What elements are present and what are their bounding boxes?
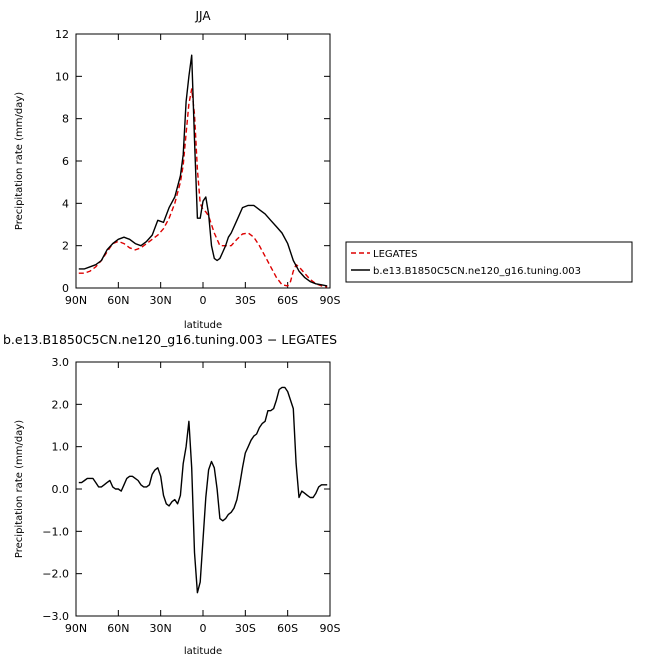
y-axis: 0 2 4 6 8 10 12 [55, 28, 330, 295]
y-tick-label: 8 [62, 113, 69, 126]
difference-chart: b.e13.B1850C5CN.ne120_g16.tuning.003 − L… [3, 332, 341, 657]
series-line-legates [78, 88, 328, 288]
y-tick-label: −1.0 [42, 525, 69, 538]
x-tick-label: 30S [235, 622, 256, 635]
y-tick-label: −2.0 [42, 568, 69, 581]
plot-frame [75, 361, 331, 617]
x-tick-label: 60S [277, 622, 298, 635]
series-layer [78, 386, 328, 594]
series-layer [78, 54, 328, 288]
plot-frame [75, 33, 331, 289]
x-tick-label: 90N [65, 294, 87, 307]
y-tick-label: 0 [62, 282, 69, 295]
x-tick-label: 60N [107, 622, 129, 635]
y-tick-label: 2 [62, 240, 69, 253]
x-axis: 90N 60N 30N 0 30S 60S 90S [65, 362, 341, 635]
y-tick-label: 12 [55, 28, 69, 41]
x-tick-label: 0 [200, 294, 207, 307]
series-line-model [78, 54, 328, 287]
y-tick-label: 4 [62, 197, 69, 210]
x-tick-label: 90S [320, 294, 341, 307]
x-tick-label: 90N [65, 622, 87, 635]
x-axis-label: latitude [184, 646, 222, 657]
y-tick-label: −3.0 [42, 610, 69, 623]
y-axis: −3.0 −2.0 −1.0 0.0 1.0 2.0 3.0 [42, 356, 330, 623]
y-tick-label: 10 [55, 70, 69, 83]
y-tick-label: 6 [62, 155, 69, 168]
x-tick-label: 30S [235, 294, 256, 307]
legend-box [345, 241, 633, 283]
chart-title: b.e13.B1850C5CN.ne120_g16.tuning.003 − L… [3, 332, 337, 347]
legend-label-legates: LEGATES [373, 249, 417, 260]
x-tick-label: 60N [107, 294, 129, 307]
legend-label-model: b.e13.B1850C5CN.ne120_g16.tuning.003 [373, 266, 581, 277]
y-tick-label: 1.0 [52, 441, 70, 454]
y-tick-label: 3.0 [52, 356, 70, 369]
x-tick-label: 60S [277, 294, 298, 307]
y-axis-label: Precipitation rate (mm/day) [14, 92, 25, 230]
y-tick-label: 2.0 [52, 398, 70, 411]
x-tick-label: 30N [150, 294, 172, 307]
series-line-difference [78, 386, 328, 594]
climatology-chart: JJA 0 2 4 6 8 10 12 90N 60N 30N 0 30S 60S 90S Precip… [14, 9, 341, 331]
x-axis-label: latitude [184, 320, 222, 331]
chart-title: JJA [194, 9, 211, 23]
y-axis-label: Precipitation rate (mm/day) [14, 420, 25, 558]
x-tick-label: 0 [200, 622, 207, 635]
x-tick-label: 30N [150, 622, 172, 635]
x-axis: 90N 60N 30N 0 30S 60S 90S [65, 34, 341, 307]
y-tick-label: 0.0 [52, 483, 70, 496]
legend: LEGATES b.e13.B1850C5CN.ne120_g16.tuning… [345, 241, 633, 283]
x-tick-label: 90S [320, 622, 341, 635]
